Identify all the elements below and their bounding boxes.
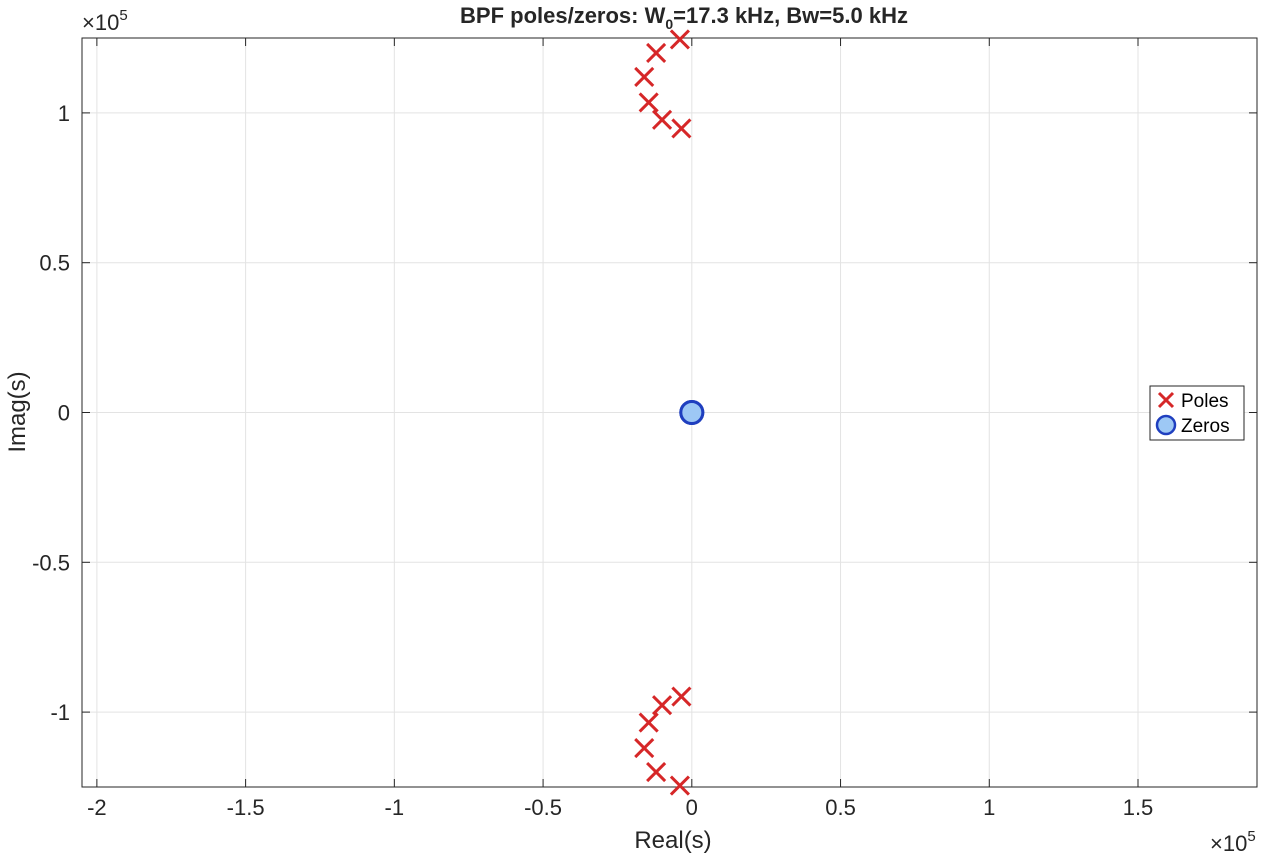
y-tick-label: 1 <box>58 101 70 126</box>
grid-lines <box>82 38 1257 787</box>
y-axis-label: Imag(s) <box>4 371 31 452</box>
x-exponent-label: ×105 <box>1210 828 1256 856</box>
x-tick-label: 1 <box>983 795 995 820</box>
y-tick-label: -1 <box>50 700 70 725</box>
pole-marker <box>646 42 667 64</box>
pole-marker <box>646 761 667 783</box>
axis-ticks: -2 -1.5 -1 -0.5 0 0.5 1 1.5 -1 -0.5 0 0.5 1 <box>32 38 1257 820</box>
chart-title-subscript: 0 <box>665 16 673 32</box>
y-tick-label: 0.5 <box>39 251 70 276</box>
legend: Poles Zeros <box>1149 385 1245 441</box>
pole-marker <box>634 66 655 88</box>
x-tick-label: -0.5 <box>524 795 562 820</box>
chart-title-prefix: BPF poles/zeros: W <box>460 3 666 28</box>
y-exponent-base: ×10 <box>82 10 119 35</box>
pole-marker <box>634 737 655 759</box>
legend-poles-marker <box>1157 391 1175 409</box>
legend-zeros-marker <box>1155 414 1177 436</box>
x-exponent-base: ×10 <box>1210 831 1247 856</box>
x-exponent-power: 5 <box>1247 828 1255 845</box>
y-tick-label: 0 <box>58 401 70 426</box>
chart-title: BPF poles/zeros: W0=17.3 kHz, Bw=5.0 kHz <box>460 3 908 32</box>
x-tick-label: -1.5 <box>227 795 265 820</box>
chart-title-suffix: =17.3 kHz, Bw=5.0 kHz <box>673 3 908 28</box>
pole-marker <box>671 686 692 707</box>
x-tick-label: 1.5 <box>1123 795 1154 820</box>
pole-marker <box>652 109 673 130</box>
y-tick-label: -0.5 <box>32 550 70 575</box>
pole-marker <box>652 695 673 716</box>
x-tick-label: -1 <box>385 795 405 820</box>
pole-marker <box>669 775 690 796</box>
legend-zeros-label: Zeros <box>1181 416 1230 437</box>
pole-marker <box>671 118 692 139</box>
x-tick-label: 0 <box>686 795 698 820</box>
x-tick-label: -2 <box>87 795 107 820</box>
x-tick-label: 0.5 <box>825 795 856 820</box>
legend-poles-label: Poles <box>1181 391 1229 412</box>
x-axis-label: Real(s) <box>634 827 711 854</box>
y-exponent-label: ×105 <box>82 7 128 35</box>
pole-marker <box>638 712 659 733</box>
pole-marker <box>638 92 659 113</box>
zero-marker <box>679 400 705 425</box>
y-exponent-power: 5 <box>119 7 127 24</box>
data-marks <box>634 29 705 796</box>
pole-marker <box>669 29 690 50</box>
